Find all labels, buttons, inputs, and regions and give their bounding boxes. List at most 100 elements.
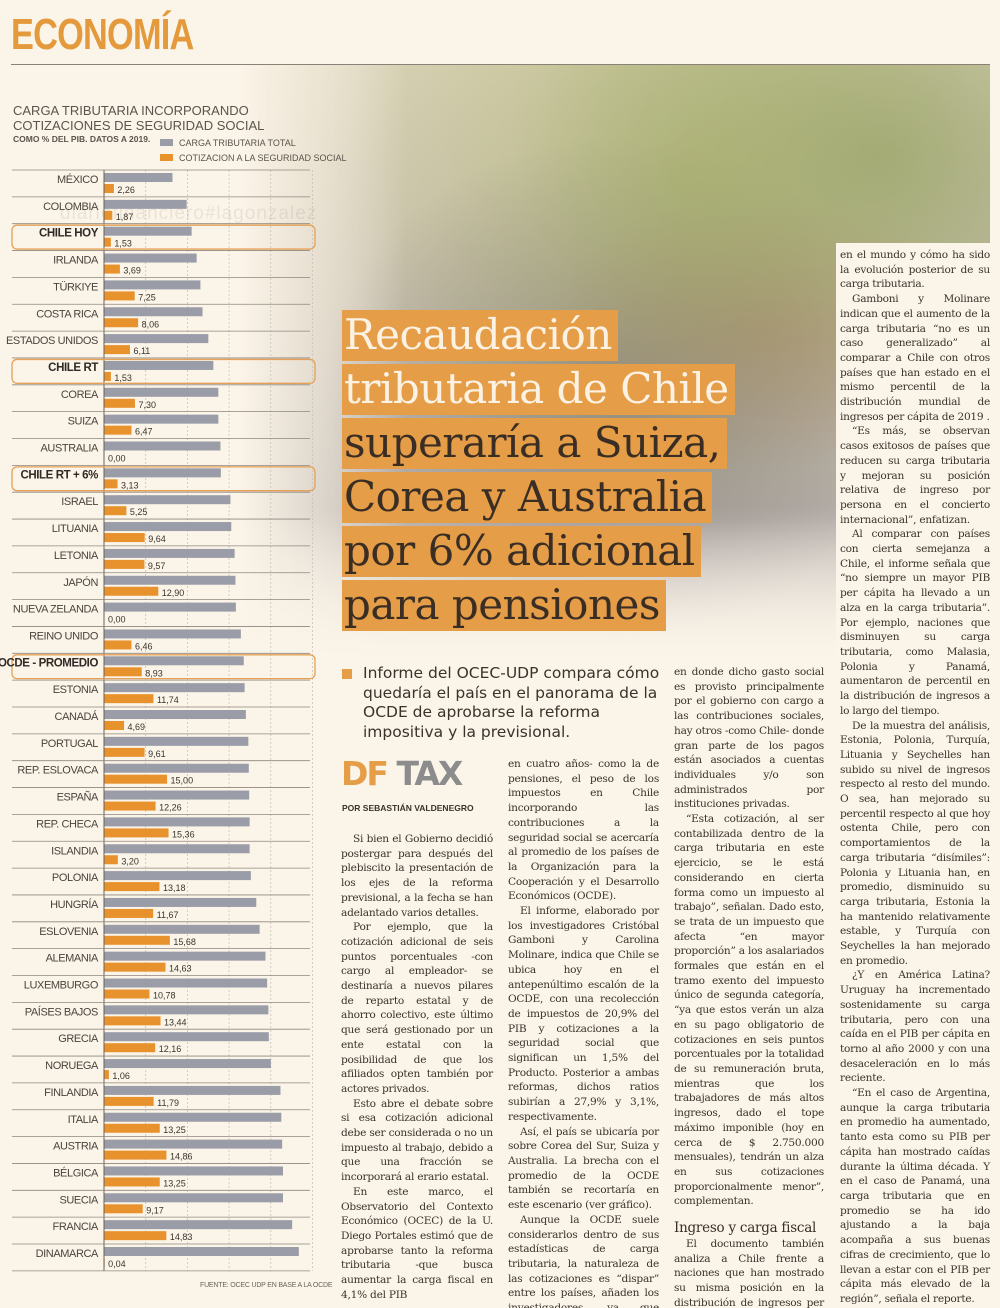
headline-line: Recaudación — [342, 308, 735, 362]
category-label: FINLANDIA — [44, 1087, 99, 1099]
category-label: POLONIA — [52, 872, 99, 884]
bar-total — [104, 1005, 269, 1015]
article-column-2: en cuatro años- como la de pensiones, el… — [508, 757, 659, 1308]
value-label: 11,67 — [157, 910, 179, 920]
logo-df: DF — [341, 754, 389, 793]
category-label: PAÍSES BAJOS — [25, 1005, 98, 1018]
bar-total — [104, 1247, 299, 1256]
headline-text: tributaria de Chile — [342, 364, 735, 415]
value-label: 3,13 — [121, 480, 139, 490]
bar-total — [104, 1032, 269, 1042]
bar-social-security — [104, 640, 132, 650]
bar-total — [104, 817, 250, 827]
article-paragraph: Aunque la OCDE suele considerarlos dentr… — [508, 1213, 659, 1308]
bar-social-security — [104, 908, 154, 918]
value-label: 13,25 — [163, 1178, 186, 1188]
bar-total — [104, 307, 203, 317]
bar-total — [104, 629, 241, 639]
value-label: 0,04 — [108, 1259, 126, 1269]
bar-total — [104, 360, 214, 370]
bar-social-security — [104, 1070, 109, 1080]
value-label: 13,25 — [163, 1125, 186, 1135]
category-label: REINO UNIDO — [29, 630, 99, 642]
value-label: 8,06 — [142, 319, 160, 329]
category-label: ESTADOS UNIDOS — [6, 335, 98, 347]
bar-total — [104, 1193, 283, 1203]
bar-social-security — [104, 828, 169, 838]
bar-social-security — [104, 1177, 160, 1187]
bar-total — [104, 924, 260, 934]
bar-total — [104, 1166, 283, 1176]
subheading: Ingreso y carga fiscal — [674, 1220, 817, 1237]
value-label: 3,20 — [121, 856, 139, 866]
bar-total — [104, 978, 268, 988]
bar-total — [104, 173, 173, 182]
bar-social-security — [104, 1096, 154, 1106]
bar-total — [104, 1059, 271, 1069]
value-label: 15,36 — [172, 829, 195, 839]
value-label: 9,61 — [148, 749, 166, 759]
bar-social-security — [104, 1123, 160, 1133]
bar-social-security — [104, 694, 154, 704]
bar-total — [104, 790, 250, 800]
category-label: NORUEGA — [45, 1060, 99, 1072]
category-label: ALEMANIA — [46, 953, 99, 965]
category-label: COREA — [61, 389, 99, 401]
highlight-box — [11, 466, 316, 492]
bar-social-security — [104, 210, 113, 220]
lead-text: Informe del OCEC-UDP compara cómo quedar… — [363, 664, 660, 741]
bar-social-security — [104, 1043, 156, 1053]
chart-source: FUENTE: OCEC UDP EN BASE A LA OCDE — [200, 1282, 333, 1289]
article-paragraph: El informe, elaborado por los investigad… — [508, 905, 659, 1123]
value-label: 13,44 — [164, 1017, 187, 1027]
category-label: AUSTRIA — [53, 1141, 99, 1153]
value-label: 15,00 — [171, 776, 194, 786]
value-label: 14,83 — [170, 1232, 193, 1242]
value-label: 7,30 — [138, 400, 156, 410]
lead-paragraph: Informe del OCEC-UDP compara cómo quedar… — [342, 664, 662, 742]
value-label: 11,79 — [157, 1098, 179, 1108]
article-paragraph: en donde dicho gasto social es provisto … — [674, 666, 825, 811]
bar-social-security — [104, 989, 150, 999]
category-label: CHILE RT + 6% — [20, 469, 98, 481]
value-label: 12,26 — [159, 803, 182, 813]
value-label: 1,87 — [116, 212, 134, 222]
category-label: MÉXICO — [57, 173, 99, 186]
value-label: 0,00 — [108, 615, 126, 625]
bar-social-security — [104, 559, 145, 569]
logo-tax: TAX — [396, 754, 463, 793]
bar-social-security — [104, 1016, 161, 1026]
legend-label: CARGA TRIBUTARIA TOTAL — [179, 137, 296, 148]
category-label: ESTONIA — [53, 684, 99, 696]
category-label: ESPAÑA — [57, 791, 99, 804]
article-paragraph: “En el caso de Argentina, aunque la carg… — [840, 1087, 990, 1305]
bar-social-security — [104, 1204, 143, 1214]
value-label: 6,47 — [135, 427, 153, 437]
legend-swatch-orange — [160, 154, 173, 161]
article-paragraph: “Es más, se observan casos exitosos de p… — [840, 425, 990, 526]
bar-social-security — [104, 425, 132, 435]
bar-total — [104, 951, 266, 961]
category-label: LITUANIA — [52, 523, 99, 535]
bar-social-security — [104, 371, 111, 381]
bar-social-security — [104, 801, 156, 811]
bar-social-security — [104, 318, 139, 328]
category-label: LUXEMBURGO — [24, 980, 99, 992]
bar-total — [104, 253, 197, 263]
article-paragraph: Al comparar con países con cierta semeja… — [840, 528, 990, 717]
category-label: SUIZA — [68, 416, 99, 428]
value-label: 0,00 — [108, 454, 126, 464]
section-title: ECONOMÍA — [11, 10, 194, 59]
category-label: COLOMBIA — [43, 201, 99, 213]
bar-social-security — [104, 1231, 167, 1241]
bar-social-security — [104, 882, 160, 892]
article-paragraph: “Esta cotización, al ser contabilizada d… — [674, 813, 824, 1208]
bar-total — [104, 602, 236, 612]
category-label: NUEVA ZELANDA — [13, 604, 99, 616]
bar-total — [104, 334, 209, 344]
value-label: 9,57 — [148, 561, 166, 571]
bar-social-security — [104, 291, 135, 301]
value-label: 11,74 — [157, 695, 179, 705]
value-label: 9,17 — [146, 1205, 164, 1215]
category-label: PORTUGAL — [41, 738, 98, 750]
